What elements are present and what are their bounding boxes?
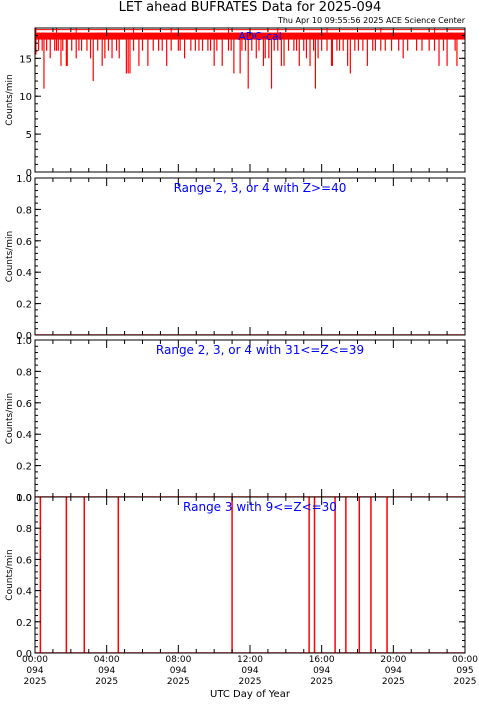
y-tick-label: 1.0 [16, 493, 32, 504]
panel-data-layer [35, 497, 465, 653]
panel-title: Range 3 with 9<=Z<=30 [183, 500, 337, 514]
x-tick-label: 2025 [239, 677, 262, 687]
panel-title: ADC-cal [238, 30, 282, 43]
y-tick-label: 0.2 [16, 300, 32, 311]
chart-panel-1: 0 5 10 15 Counts/min ADC-cal [5, 27, 466, 179]
x-tick-label: 08:00 [165, 655, 191, 665]
y-axis-label: Counts/min [5, 393, 15, 444]
y-axis-label: Counts/min [5, 549, 15, 600]
y-tick-label: 0.4 [16, 587, 32, 598]
x-tick-label: 00:00 [452, 655, 478, 665]
x-tick-label: 16:00 [309, 655, 335, 665]
x-axis-label: UTC Day of Year [210, 689, 291, 700]
x-tick-label: 04:00 [94, 655, 120, 665]
chart-panel-2: 0.0 0.2 0.4 0.6 0.8 1.0 Counts/min Range 2, 3, … [5, 174, 466, 342]
x-tick-label: 2025 [310, 677, 333, 687]
chart-timestamp: Thu Apr 10 09:55:56 2025 ACE Science Cen… [277, 16, 466, 25]
y-tick-label: 0.8 [16, 367, 32, 378]
x-tick-label: 20:00 [380, 655, 406, 665]
y-tick-label: 0.6 [16, 555, 32, 566]
y-tick-label: 10 [19, 92, 32, 103]
x-tick-label: 2025 [167, 677, 190, 687]
y-tick-label: 0.4 [16, 430, 32, 441]
baseline-band [35, 32, 465, 40]
panel-data-layer [35, 28, 465, 89]
y-tick-label: 0.8 [16, 205, 32, 216]
x-tick-label: 094 [170, 666, 187, 676]
x-tick-label: 094 [241, 666, 258, 676]
x-tick-label: 094 [26, 666, 43, 676]
x-tick-label: 2025 [95, 677, 118, 687]
x-tick-label: 094 [98, 666, 115, 676]
panels-group: 0 5 10 15 Counts/min ADC-cal 0.0 0.2 0.4 0.6 0.8 1.… [5, 27, 478, 687]
y-tick-label: 0.6 [16, 237, 32, 248]
x-tick-label: 00:00 [22, 655, 48, 665]
x-tick-label: 094 [313, 666, 330, 676]
y-tick-label: 15 [19, 54, 32, 65]
y-tick-label: 0 [26, 168, 32, 179]
chart-panel-3: 0.0 0.2 0.4 0.6 0.8 1.0 Counts/min Range 2, 3, … [5, 336, 466, 504]
y-tick-label: 1.0 [16, 174, 32, 185]
panel-title: Range 2, 3, or 4 with Z>=40 [174, 181, 347, 195]
y-tick-label: 0.2 [16, 462, 32, 473]
y-tick-label: 1.0 [16, 336, 32, 347]
y-tick-label: 0.4 [16, 268, 32, 279]
x-tick-label: 2025 [24, 677, 47, 687]
x-tick-label: 2025 [382, 677, 405, 687]
y-axis-label: Counts/min [5, 74, 15, 125]
y-tick-label: 0.0 [16, 493, 32, 504]
y-tick-label: 0.0 [16, 649, 32, 660]
y-axis-label: Counts/min [5, 231, 15, 282]
x-tick-label: 12:00 [237, 655, 263, 665]
x-tick-label: 095 [456, 666, 473, 676]
y-tick-label: 0.2 [16, 618, 32, 629]
x-tick-label: 2025 [454, 677, 477, 687]
chart-title: LET ahead BUFRATES Data for 2025-094 [119, 0, 382, 15]
x-tick-label: 094 [385, 666, 402, 676]
y-tick-label: 0.6 [16, 399, 32, 410]
y-tick-label: 0.8 [16, 524, 32, 535]
chart-panel-4: 0.0 0.2 0.4 0.6 0.8 1.0 Counts/min Range 3 with… [5, 493, 466, 660]
y-tick-label: 5 [26, 130, 32, 141]
y-tick-label: 0.0 [16, 331, 32, 342]
panel-title: Range 2, 3, or 4 with 31<=Z<=39 [156, 343, 364, 357]
